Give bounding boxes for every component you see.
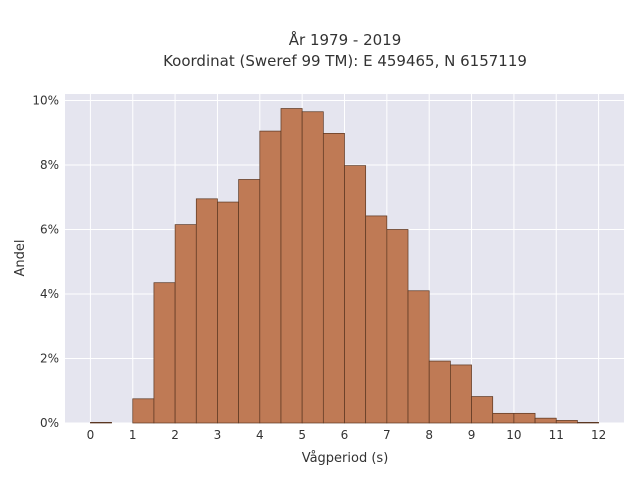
histogram-bar (555, 420, 578, 424)
y-tick-label: 2% (40, 351, 59, 365)
histogram-bar (428, 360, 451, 424)
x-tick-label: 6 (341, 428, 349, 442)
x-tick-label: 7 (383, 428, 391, 442)
x-tick-label: 12 (591, 428, 606, 442)
histogram-bar (386, 229, 409, 424)
histogram-bar (534, 417, 557, 424)
x-axis-label: Vågperiod (s) (302, 451, 389, 466)
chart-title: År 1979 - 2019 (289, 30, 402, 49)
histogram-bar (322, 133, 345, 424)
y-axis-label: Andel (13, 240, 28, 277)
histogram-bar (132, 398, 155, 424)
y-tick-label: 10% (32, 93, 59, 107)
histogram-bar (471, 396, 494, 424)
x-tick-label: 3 (214, 428, 222, 442)
histogram-bar (301, 111, 324, 424)
histogram-bar (577, 422, 599, 424)
x-tick-label: 4 (256, 428, 264, 442)
histogram-bars (90, 108, 599, 424)
histogram-bar (90, 422, 112, 424)
x-tick-label: 11 (549, 428, 564, 442)
y-tick-label: 0% (40, 416, 59, 430)
chart-subtitle: Koordinat (Sweref 99 TM): E 459465, N 61… (163, 52, 527, 70)
y-tick-label: 4% (40, 287, 59, 301)
x-tick-label: 9 (468, 428, 476, 442)
x-tick-label: 0 (87, 428, 95, 442)
histogram-bar (153, 282, 176, 424)
histogram-bar (492, 412, 515, 424)
histogram-bar (450, 364, 472, 424)
histogram-bar (344, 165, 367, 424)
histogram-bar (238, 179, 261, 424)
x-tick-label: 1 (129, 428, 137, 442)
histogram-bar (217, 201, 239, 424)
y-axis-ticks: 0% 2% 4% 6% 8% 10% (32, 93, 59, 430)
histogram-bar (174, 224, 197, 424)
y-tick-label: 8% (40, 158, 59, 172)
histogram-bar (259, 130, 282, 424)
histogram-bar (195, 198, 218, 424)
histogram-bar (513, 412, 536, 424)
histogram-bar (365, 215, 388, 424)
y-tick-label: 6% (40, 222, 59, 236)
x-tick-label: 2 (171, 428, 179, 442)
x-axis-ticks: 0 1 2 3 4 5 6 7 8 9 10 11 12 (87, 428, 607, 442)
histogram-bar (407, 290, 430, 424)
x-tick-label: 8 (425, 428, 433, 442)
x-tick-label: 10 (506, 428, 521, 442)
x-tick-label: 5 (298, 428, 306, 442)
histogram-bar (280, 108, 303, 424)
